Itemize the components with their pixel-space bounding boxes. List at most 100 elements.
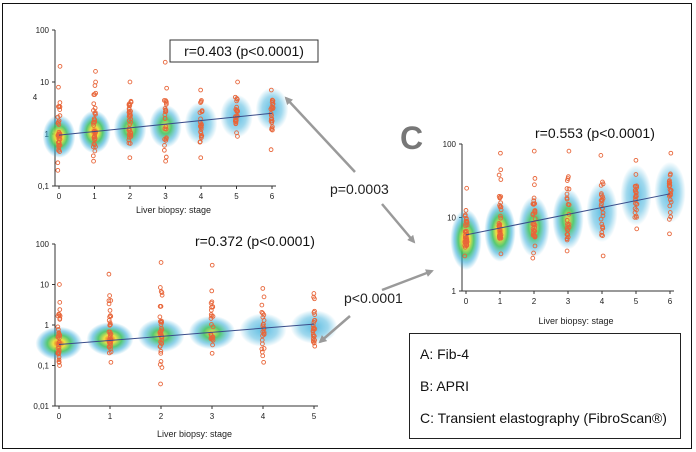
x-tick-label: 4	[199, 192, 204, 201]
data-point	[261, 294, 267, 300]
data-point	[498, 213, 503, 219]
data-point	[56, 342, 61, 348]
data-point	[598, 153, 604, 158]
data-point	[269, 99, 275, 105]
data-point	[198, 124, 203, 130]
data-point	[668, 188, 674, 194]
legend-item-a: A: Fib-4	[420, 346, 470, 362]
data-point	[600, 253, 606, 259]
x-tick-label: 2	[159, 412, 164, 421]
data-point	[566, 202, 572, 208]
stat-box	[169, 39, 319, 63]
data-point	[163, 158, 168, 164]
data-point	[210, 337, 216, 343]
x-tick-label: 3	[566, 297, 571, 306]
data-point	[163, 109, 169, 115]
y-tick-label: 100	[36, 240, 50, 249]
data-point	[261, 359, 266, 365]
data-point	[163, 98, 169, 103]
data-point	[56, 84, 61, 90]
data-point	[163, 154, 169, 160]
data-point	[107, 334, 113, 339]
data-point	[260, 353, 266, 359]
data-point	[599, 191, 604, 196]
chart-panel-a: 0,11101000123456Liver biopsy: stage4r=0.…	[33, 26, 319, 215]
x-tick-label: 4	[600, 297, 605, 306]
arrow-to-b	[318, 315, 351, 344]
x-tick-label: 2	[532, 297, 537, 306]
data-point	[209, 335, 215, 341]
data-point	[198, 130, 204, 136]
data-point	[600, 196, 606, 201]
y-tick-label: 0,01	[33, 402, 49, 411]
data-point	[56, 327, 61, 332]
data-point	[532, 209, 538, 215]
data-point	[56, 331, 62, 337]
data-point	[158, 359, 164, 364]
data-point	[634, 185, 640, 190]
data-point	[464, 238, 470, 244]
data-point	[107, 322, 113, 328]
density-blob	[484, 200, 516, 262]
data-point	[600, 194, 605, 199]
data-point	[56, 119, 61, 125]
data-point	[667, 231, 672, 237]
data-point	[198, 121, 204, 127]
data-point	[162, 147, 167, 153]
data-point	[56, 136, 62, 142]
data-point	[667, 172, 673, 178]
x-tick-label: 3	[210, 412, 215, 421]
data-point	[462, 244, 468, 250]
data-point	[56, 345, 62, 350]
data-point	[127, 112, 133, 118]
data-point	[268, 118, 274, 124]
panel-letter-c: C	[400, 120, 424, 156]
data-point	[667, 203, 673, 209]
data-point	[462, 233, 468, 238]
density-blob	[86, 322, 134, 356]
data-point	[497, 204, 503, 210]
data-point	[268, 147, 274, 153]
data-point	[532, 243, 538, 249]
data-point	[126, 118, 132, 123]
data-point	[462, 213, 468, 219]
data-point	[261, 346, 267, 351]
data-point	[532, 176, 538, 181]
regression-line	[465, 193, 671, 236]
data-point	[531, 195, 537, 201]
data-point	[312, 312, 317, 317]
x-axis-label: Liver biopsy: stage	[136, 205, 211, 215]
data-point	[667, 210, 673, 215]
y-tick-label: 10	[40, 281, 49, 290]
x-tick-label: 2	[128, 192, 133, 201]
legend-item-c: C: Transient elastography (FibroScan®)	[420, 410, 667, 426]
data-point	[633, 157, 639, 163]
regression-line	[58, 323, 315, 345]
data-point	[463, 218, 469, 224]
data-point	[234, 130, 239, 136]
data-point	[92, 136, 97, 142]
data-point	[57, 300, 63, 305]
data-point	[530, 255, 536, 261]
data-point	[496, 172, 502, 178]
y-tick-label: 1	[45, 321, 50, 330]
data-point	[162, 112, 168, 118]
data-point	[498, 207, 504, 213]
data-point	[462, 253, 468, 259]
data-point	[633, 190, 639, 195]
data-point	[600, 210, 606, 216]
data-point	[56, 359, 62, 364]
data-point	[128, 132, 134, 138]
data-point	[57, 307, 63, 312]
data-point	[128, 100, 134, 105]
data-point	[108, 346, 113, 352]
data-point	[600, 233, 605, 239]
data-point	[162, 137, 167, 142]
chart-title: r=0.403 (p<0.0001)	[184, 43, 304, 59]
figure-frame	[2, 3, 692, 449]
data-point	[158, 348, 164, 354]
data-point	[234, 104, 239, 110]
data-point	[564, 196, 570, 202]
data-point	[260, 314, 266, 320]
data-point	[159, 325, 164, 331]
